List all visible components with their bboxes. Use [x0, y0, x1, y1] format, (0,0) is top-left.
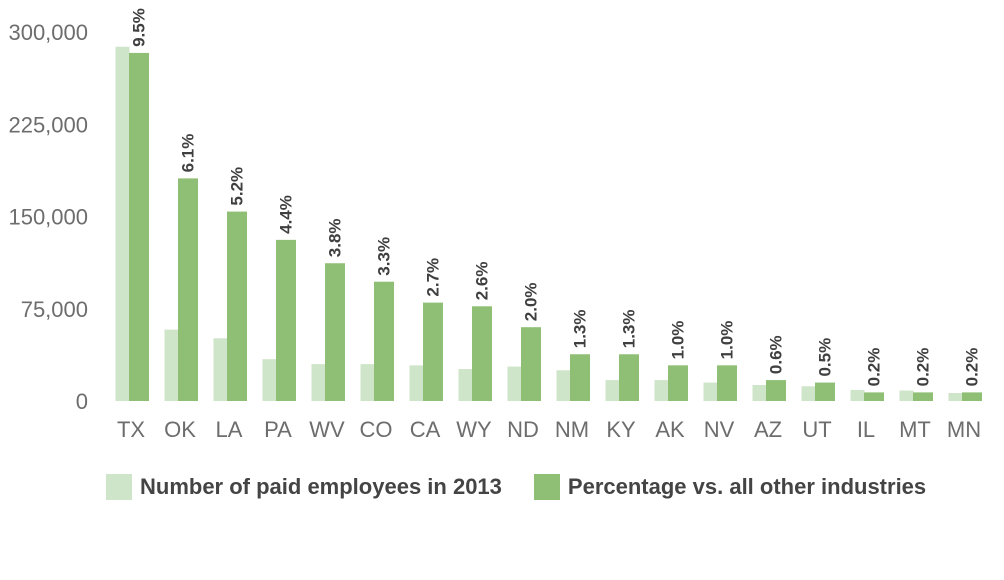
bar-employees-ak — [654, 380, 669, 401]
legend-item-percentage: Percentage vs. all other industries — [533, 474, 927, 500]
bar-employees-la — [213, 338, 228, 401]
bar-percentage-ca — [423, 302, 443, 401]
data-label-ca: 2.7% — [423, 258, 442, 297]
bar-percentage-wv — [325, 263, 345, 401]
data-label-mn: 0.2% — [962, 348, 981, 387]
bar-percentage-nm — [570, 354, 590, 401]
bar-percentage-ok — [178, 178, 198, 401]
bar-employees-ky — [605, 380, 620, 401]
data-label-mt: 0.2% — [913, 348, 932, 387]
data-labels: 9.5% 6.1% 5.2% 4.4% 3.8% 3.3% 2.7% 2.6% 2.0% 1.3%… — [129, 8, 981, 386]
legend: Number of paid employees in 2013 Percent… — [106, 474, 958, 500]
bar-employees-wv — [311, 364, 326, 401]
data-label-wy: 2.6% — [472, 262, 491, 301]
data-label-il: 0.2% — [864, 348, 883, 387]
data-label-co: 3.3% — [374, 237, 393, 276]
data-label-ok: 6.1% — [178, 134, 197, 173]
data-label-nd: 2.0% — [521, 282, 540, 321]
x-tick-label-co: CO — [360, 417, 393, 442]
bar-percentage-mt — [913, 392, 933, 401]
data-label-tx: 9.5% — [129, 8, 148, 47]
x-tick-label-tx: TX — [117, 417, 145, 442]
legend-label-employees: Number of paid employees in 2013 — [140, 474, 502, 499]
data-label-ut: 0.5% — [815, 338, 834, 377]
x-tick-label-ca: CA — [410, 417, 441, 442]
y-tick-label: 300,000 — [8, 20, 88, 45]
x-tick-label-pa: PA — [264, 417, 292, 442]
data-label-nv: 1.0% — [717, 321, 736, 360]
x-tick-label-wv: WV — [309, 417, 345, 442]
y-axis: 0 75,000 150,000 225,000 300,000 — [8, 20, 88, 414]
x-tick-label-mt: MT — [899, 417, 931, 442]
bar-percentage-ky — [619, 354, 639, 401]
bar-percentage-il — [864, 392, 884, 401]
bar-employees-nm — [556, 370, 571, 401]
data-label-ky: 1.3% — [619, 310, 638, 349]
x-tick-label-ky: KY — [606, 417, 636, 442]
bar-employees-nd — [507, 366, 522, 401]
bar-employees-ok — [164, 329, 179, 401]
x-tick-label-la: LA — [216, 417, 243, 442]
bar-employees-co — [360, 364, 375, 401]
bar-percentage-co — [374, 281, 394, 401]
bar-employees-il — [850, 389, 865, 401]
bar-employees-pa — [262, 359, 277, 401]
bar-percentage-pa — [276, 239, 296, 401]
x-tick-label-az: AZ — [754, 417, 782, 442]
data-label-az: 0.6% — [766, 335, 785, 374]
y-tick-label: 225,000 — [8, 112, 88, 137]
data-label-ak: 1.0% — [668, 321, 687, 360]
x-tick-label-nd: ND — [507, 417, 539, 442]
x-tick-label-ut: UT — [802, 417, 831, 442]
legend-item-employees: Number of paid employees in 2013 — [106, 474, 502, 500]
data-label-pa: 4.4% — [276, 195, 295, 234]
x-axis: TX OK LA PA WV CO CA WY ND NM KY AK NV AZ UT IL MT MN — [117, 417, 981, 442]
x-tick-label-nm: NM — [555, 417, 589, 442]
bar-percentage-nv — [717, 365, 737, 401]
legend-swatch-percentage — [533, 474, 560, 500]
bar-employees-az — [752, 385, 767, 401]
x-tick-label-ak: AK — [655, 417, 685, 442]
x-tick-label-il: IL — [857, 417, 875, 442]
bar-employees-mt — [899, 390, 914, 401]
bar-employees-nv — [703, 382, 718, 401]
bar-employees-wy — [458, 369, 473, 401]
y-tick-label: 0 — [76, 389, 88, 414]
y-tick-label: 150,000 — [8, 205, 88, 230]
x-tick-label-nv: NV — [704, 417, 735, 442]
y-tick-label: 75,000 — [21, 297, 88, 322]
bar-percentage-wy — [472, 306, 492, 401]
bar-percentage-ak — [668, 365, 688, 401]
data-label-nm: 1.3% — [570, 310, 589, 349]
data-label-la: 5.2% — [227, 167, 246, 206]
bar-percentage-la — [227, 211, 247, 401]
bar-percentage-tx — [129, 52, 149, 401]
x-tick-label-ok: OK — [164, 417, 196, 442]
bar-percentage-mn — [962, 392, 982, 401]
bar-percentage-ut — [815, 382, 835, 401]
bar-employees-mn — [948, 393, 963, 401]
legend-swatch-employees — [106, 474, 132, 500]
bar-chart: 0 75,000 150,000 225,000 300,000 9.5% 6.1% 5.2… — [8, 8, 982, 442]
bar-employees-ut — [801, 386, 816, 401]
x-tick-label-mn: MN — [947, 417, 981, 442]
bar-percentage-nd — [521, 327, 541, 401]
x-tick-label-wy: WY — [456, 417, 492, 442]
bar-percentage-az — [766, 380, 786, 401]
data-label-wv: 3.8% — [325, 218, 344, 257]
legend-label-percentage: Percentage vs. all other industries — [567, 474, 927, 499]
bar-employees-tx — [115, 46, 130, 401]
bars — [115, 46, 982, 401]
bar-employees-ca — [409, 365, 424, 401]
